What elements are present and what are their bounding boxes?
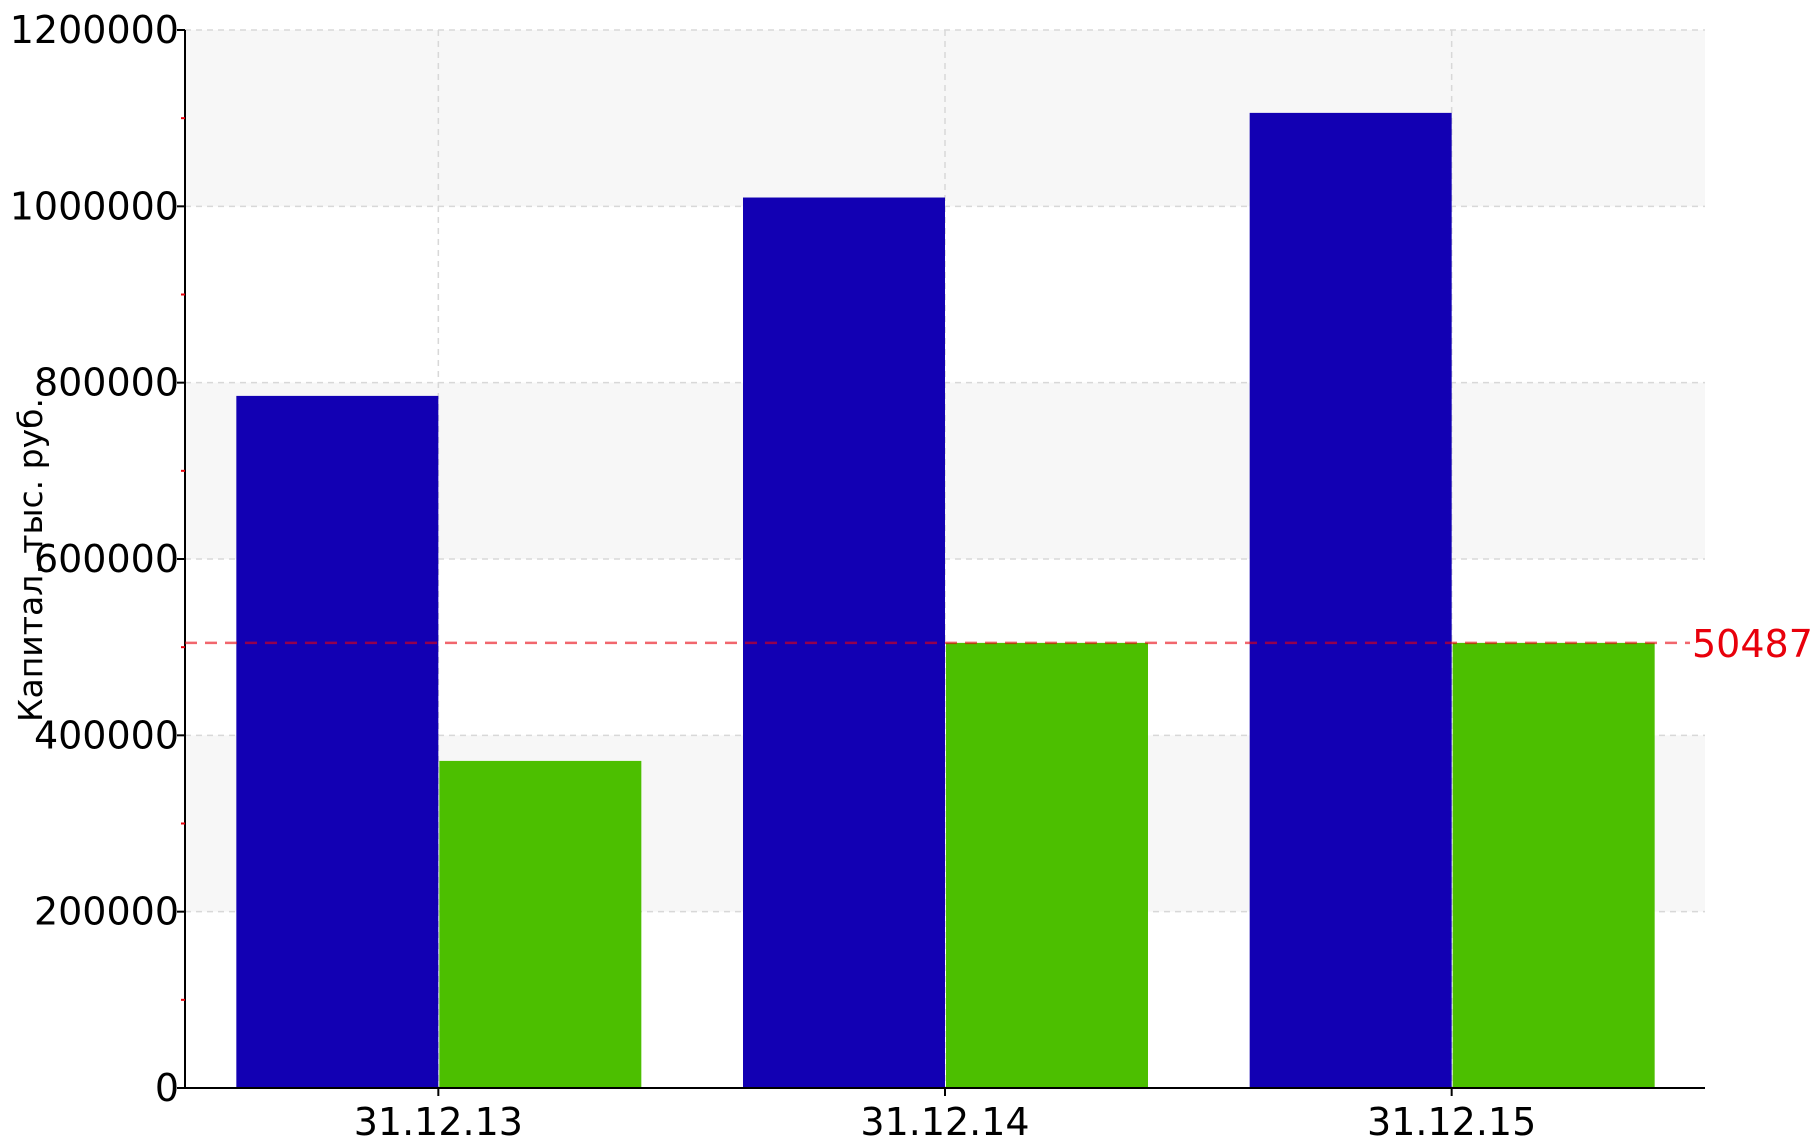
bar-series2-31.12.13 — [439, 760, 642, 1088]
x-tick-labels: 31.12.13 31.12.14 31.12.15 — [354, 1100, 1537, 1144]
bar-series1-31.12.13 — [236, 395, 439, 1088]
x-tick-label: 31.12.14 — [860, 1100, 1029, 1144]
y-tick-label: 1200000 — [10, 8, 179, 52]
y-tick-label: 400000 — [34, 713, 179, 757]
bar-series2-31.12.14 — [946, 642, 1148, 1088]
bar-series1-31.12.15 — [1249, 112, 1452, 1089]
y-tick-label: 800000 — [34, 361, 179, 405]
minor-ticks — [177, 29, 1453, 1096]
reference-line-group: 504873 — [185, 622, 1810, 666]
reference-line-label: 504873 — [1692, 622, 1810, 666]
bars — [236, 112, 1655, 1089]
x-tick-label: 31.12.13 — [354, 1100, 523, 1144]
y-tick-label: 200000 — [34, 890, 179, 934]
y-tick-label: 0 — [155, 1066, 179, 1110]
x-tick-label: 31.12.15 — [1367, 1100, 1536, 1144]
bar-series2-31.12.15 — [1452, 642, 1655, 1088]
y-axis-label: Капитал, тыс. руб. — [11, 398, 50, 722]
y-tick-label: 600000 — [34, 537, 179, 581]
y-tick-labels: 0 200000 400000 600000 800000 1000000 1200000 — [10, 8, 179, 1110]
y-tick-label: 1000000 — [10, 184, 179, 228]
